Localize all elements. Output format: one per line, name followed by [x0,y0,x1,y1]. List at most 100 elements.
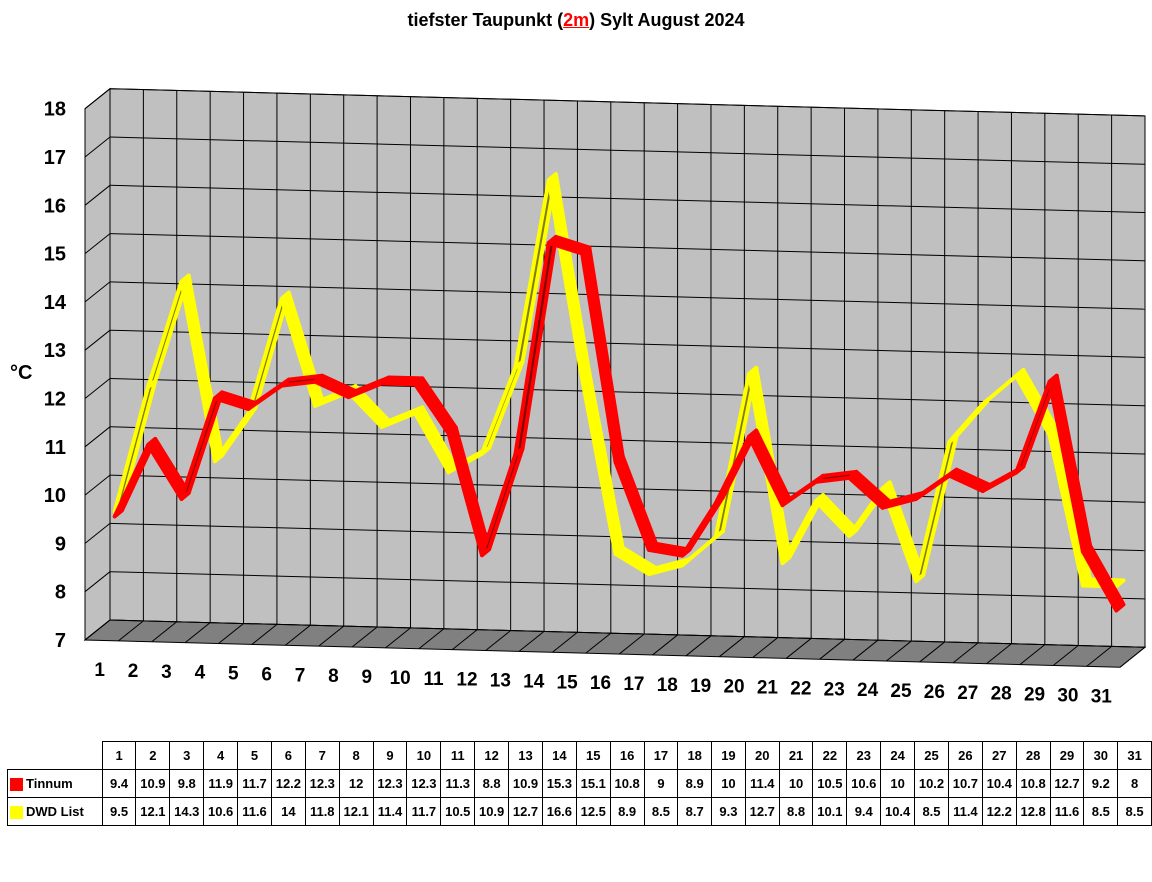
table-header-cell: 11 [440,741,476,770]
floor-divider [852,639,879,661]
y-tick-label: 8 [55,582,66,604]
floor-divider [752,637,779,658]
x-tick-label: 27 [957,683,978,704]
table-cell: 12.7 [744,797,780,826]
table-header-cell: 14 [541,741,577,770]
floor-divider [618,633,645,655]
grid-line-side [84,474,111,496]
grid-line-h [109,329,1146,358]
table-header-cell: 25 [914,741,949,770]
y-tick-label: 7 [55,630,66,652]
floor-divider [885,640,912,662]
table-cell: 15.3 [541,769,577,798]
x-tick-label: 18 [657,675,678,696]
table-cell: 9.8 [169,769,205,798]
x-tick-label: 4 [195,663,206,684]
table-header-cell: 21 [778,741,814,770]
table-cell: 10.8 [609,769,645,798]
table-cell: 10 [880,769,916,798]
table-cell: 12.8 [1015,797,1051,826]
floor-divider [986,643,1012,665]
table-header-cell: 9 [372,741,408,770]
floor-divider [251,623,278,645]
floor-divider [318,625,345,647]
y-tick-label: 14 [44,292,67,314]
table-cell: 10.6 [846,769,882,798]
table-row-tinnum: Tinnum 9.4 10.9 9.8 11.9 11.7 12.2 12.3 12 12.3 1… [7,769,1152,798]
x-tick-label: 12 [456,670,477,691]
y-tick-label: 9 [55,533,66,555]
table-cell: 15.1 [575,769,611,798]
table-cell: 12.7 [1049,769,1085,798]
legend-swatch-yellow [10,806,23,820]
table-cell: 10 [711,769,746,798]
side-wall [84,87,111,642]
y-tick-label: 10 [44,485,66,507]
table-cell: 12.1 [135,797,171,826]
floor-divider [351,626,378,648]
grid-line-h [109,571,1146,600]
x-tick-label: 30 [1057,685,1078,706]
y-tick-label: 18 [44,99,66,121]
table-cell: 10.2 [914,769,949,798]
floor-divider [485,630,511,651]
y-tick-label: 11 [45,437,66,459]
floor-divider [218,623,244,644]
x-tick-label: 17 [623,674,644,695]
floor-divider [952,642,979,664]
table-corner [8,742,103,770]
table-header-cell: 27 [981,741,1017,770]
table-cell: 8.5 [1083,797,1119,826]
table-cell: 12.7 [508,797,543,826]
table-cell: 11.9 [203,769,239,798]
y-tick-label: 16 [44,195,66,217]
table-cell: 12.3 [406,769,442,798]
x-tick-label: 29 [1024,685,1045,706]
table-cell: 8.9 [609,797,645,826]
floor-divider [1086,645,1112,667]
table-cell: 12.2 [270,769,306,798]
table-header-cell: 24 [880,741,916,770]
grid-line-h [109,522,1146,552]
grid-line-h [109,88,1146,117]
floor-divider [385,627,411,649]
floor-divider [719,636,745,658]
table-cell: 9.4 [846,797,882,826]
floor-divider [84,619,111,641]
table-cell: 10.4 [880,797,916,826]
table-header-cell: 4 [203,741,239,770]
floor-divider [418,628,445,650]
table-header-cell: 22 [812,741,848,770]
x-tick-label: 3 [161,662,172,683]
table-cell: 10.9 [508,769,543,798]
x-tick-label: 14 [523,671,545,692]
table-cell: 9.2 [1083,769,1119,798]
x-tick-label: 25 [890,681,912,702]
table-cell: 11.3 [440,769,476,798]
floor-divider [819,638,845,660]
grid-line-h [109,184,1146,214]
floor-divider [785,638,812,659]
grid-line-side [84,233,111,254]
grid-line-side [84,571,111,593]
x-tick-label: 23 [824,679,845,700]
floor-divider [1119,646,1146,668]
y-tick-label: 15 [44,244,66,266]
grid-line-side [84,426,111,448]
floor-divider [451,629,478,651]
x-tick-label: 26 [924,682,945,703]
x-tick-label: 28 [991,684,1012,705]
x-tick-label: 20 [723,677,744,698]
floor-divider [285,624,311,646]
table-cell: 11.7 [237,769,272,798]
table-cell: 9 [643,769,679,798]
table-cell: 11.4 [372,797,408,826]
x-tick-label: 31 [1091,686,1113,707]
grid-line-h [109,233,1146,262]
x-tick-label: 6 [261,664,272,685]
floor-divider [518,631,545,652]
table-cell: 8.9 [677,769,713,798]
table-header-cell: 15 [575,741,611,770]
table-cell: 16.6 [541,797,577,826]
